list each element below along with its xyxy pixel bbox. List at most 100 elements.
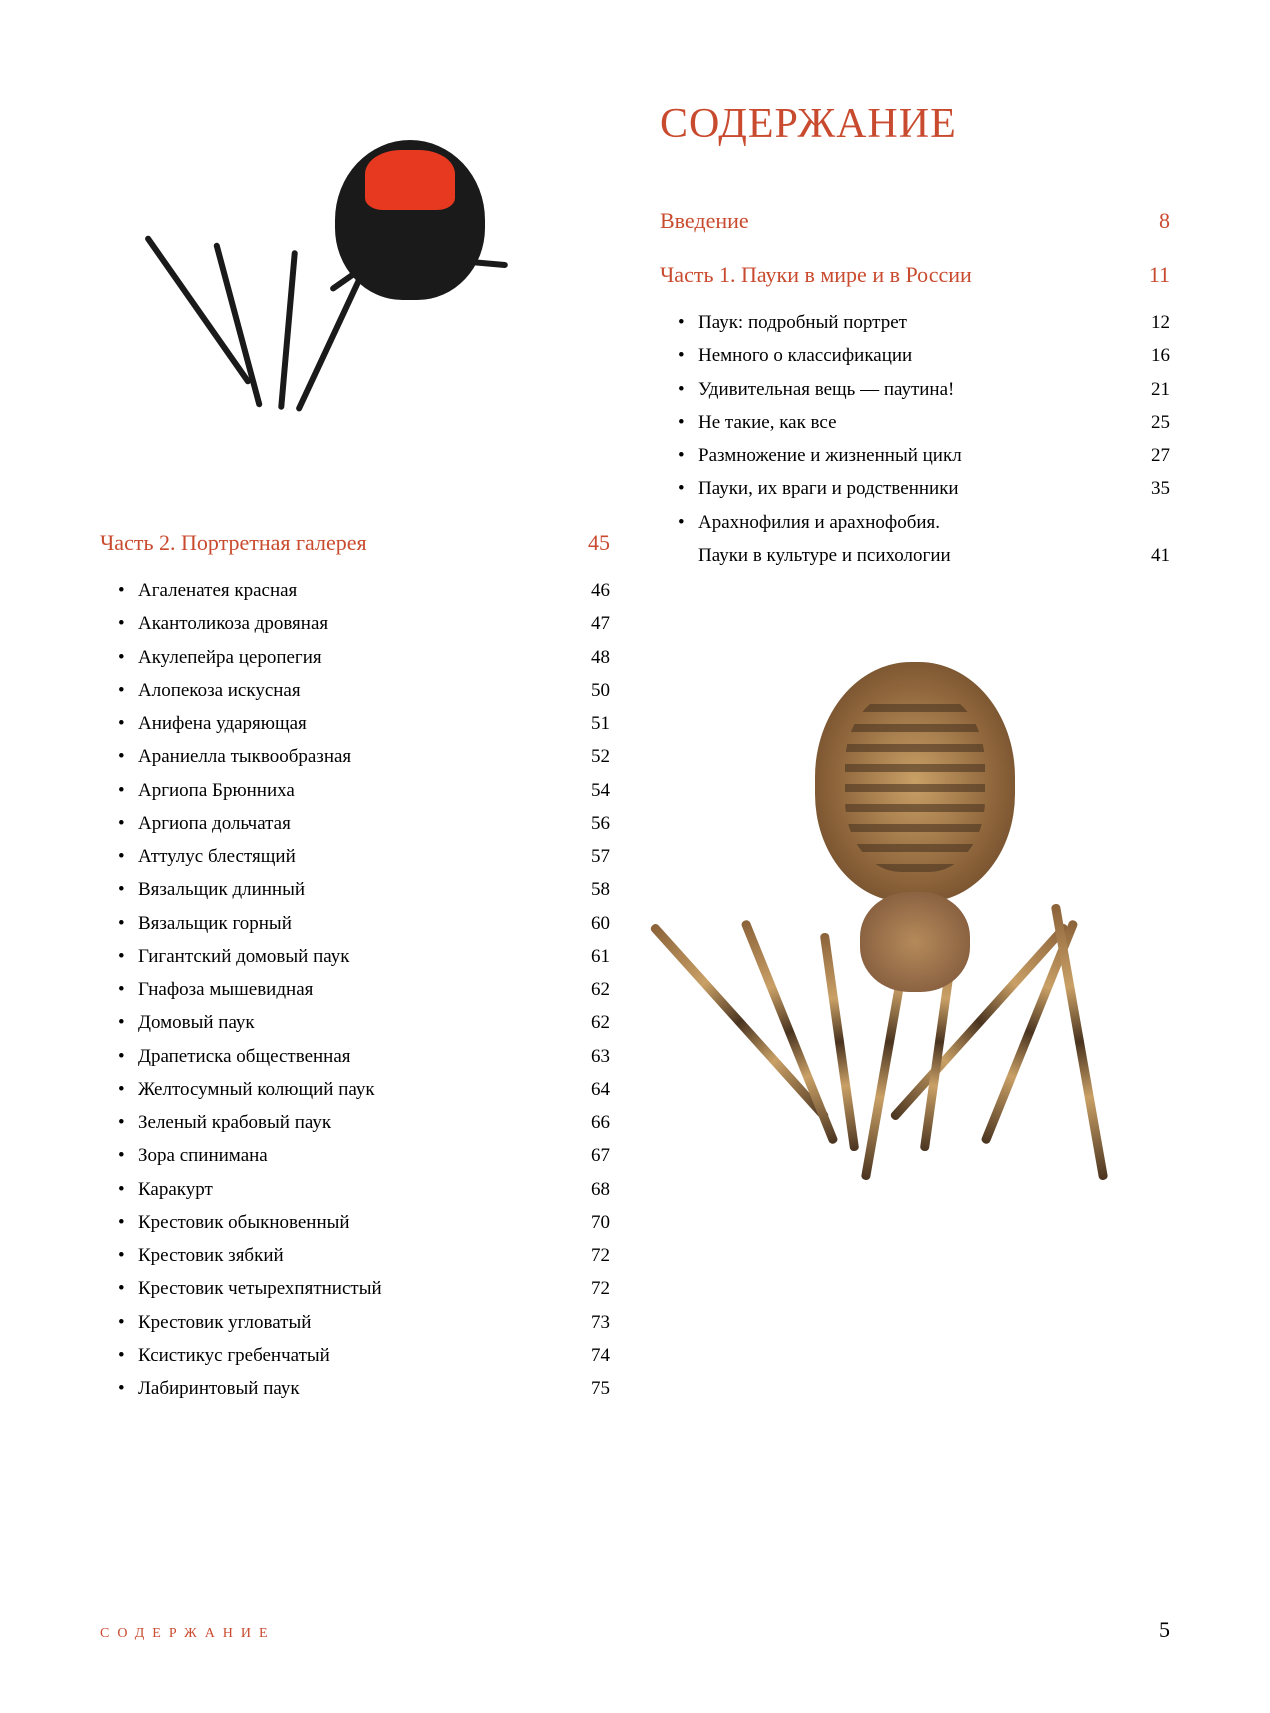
toc-item: Зеленый крабовый паук66 (118, 1106, 610, 1139)
toc-item-label: Домовый паук (138, 1006, 578, 1039)
toc-item: Пауки, их враги и родственники35 (678, 472, 1170, 505)
page-content: Часть 2. Портретная галерея 45 Агаленате… (100, 100, 1170, 1593)
toc-item-label: Каракурт (138, 1173, 578, 1206)
toc-item-page: 25 (1138, 406, 1170, 439)
toc-item-label: Зора спинимана (138, 1139, 578, 1172)
toc-item-label: Алопекоза искусная (138, 674, 578, 707)
toc-item-label: Араниелла тыквообразная (138, 740, 578, 773)
toc-item: Вязальщик длинный58 (118, 873, 610, 906)
toc-item: Араниелла тыквообразная52 (118, 740, 610, 773)
toc-item-label: Немного о классификации (698, 339, 1138, 372)
toc-item-label: Аргиопа Брюнниха (138, 774, 578, 807)
toc-item-label: Гнафоза мышевидная (138, 973, 578, 1006)
toc-item: Ксистикус гребенчатый74 (118, 1339, 610, 1372)
toc-item-page: 73 (578, 1306, 610, 1339)
toc-item-label: Желтосумный колющий паук (138, 1073, 578, 1106)
toc-item-page: 70 (578, 1206, 610, 1239)
toc-item-label: Драпетиска общественная (138, 1040, 578, 1073)
toc-item-page: 68 (578, 1173, 610, 1206)
toc-item-page: 16 (1138, 339, 1170, 372)
toc-item-page: 60 (578, 907, 610, 940)
toc-item: Арахнофилия и арахнофобия.Пауки в культу… (678, 506, 1170, 573)
part2-title: Часть 2. Портретная галерея (100, 530, 367, 556)
toc-item: Алопекоза искусная50 (118, 674, 610, 707)
toc-item-page: 21 (1138, 373, 1170, 406)
toc-item-label: Анифена ударяющая (138, 707, 578, 740)
toc-item: Паук: подробный портрет12 (678, 306, 1170, 339)
toc-item-label: Пауки в культуре и психологии (698, 539, 951, 572)
toc-item: Гигантский домовый паук61 (118, 940, 610, 973)
toc-item: Анифена ударяющая51 (118, 707, 610, 740)
toc-item: Акулепейра церопегия48 (118, 641, 610, 674)
toc-item: Зора спинимана67 (118, 1139, 610, 1172)
toc-item-label: Гигантский домовый паук (138, 940, 578, 973)
toc-item-page: 62 (578, 1006, 610, 1039)
toc-item-label: Крестовик обыкновенный (138, 1206, 578, 1239)
toc-item-label: Паук: подробный портрет (698, 306, 1138, 339)
spider-image-1 (100, 100, 610, 480)
toc-item: Размножение и жизненный цикл27 (678, 439, 1170, 472)
toc-item-label: Крестовик четырехпятнистый (138, 1272, 578, 1305)
toc-item-label: Крестовик зябкий (138, 1239, 578, 1272)
toc-item-label: Вязальщик длинный (138, 873, 578, 906)
toc-item: Акантоликоза дровяная47 (118, 607, 610, 640)
toc-item: Аттулус блестящий57 (118, 840, 610, 873)
toc-item-label: Аттулус блестящий (138, 840, 578, 873)
toc-item-label: Пауки, их враги и родственники (698, 472, 1138, 505)
toc-item-page: 46 (578, 574, 610, 607)
toc-item-label: Крестовик угловатый (138, 1306, 578, 1339)
toc-item-page: 57 (578, 840, 610, 873)
toc-item-label: Акулепейра церопегия (138, 641, 578, 674)
part2-page: 45 (588, 530, 610, 556)
toc-item-page: 47 (578, 607, 610, 640)
toc-item-page: 27 (1138, 439, 1170, 472)
toc-item: Крестовик угловатый73 (118, 1306, 610, 1339)
part1-page: 11 (1149, 262, 1170, 288)
toc-item: Гнафоза мышевидная62 (118, 973, 610, 1006)
toc-item-label: Зеленый крабовый паук (138, 1106, 578, 1139)
footer-label: СОДЕРЖАНИЕ (100, 1626, 276, 1642)
toc-item-page: 48 (578, 641, 610, 674)
toc-item-page: 67 (578, 1139, 610, 1172)
toc-item: Крестовик четырехпятнистый72 (118, 1272, 610, 1305)
toc-item-label: Аргиопа дольчатая (138, 807, 578, 840)
toc-item: Не такие, как все25 (678, 406, 1170, 439)
toc-item: Удивительная вещь — паутина!21 (678, 373, 1170, 406)
toc-item-label: Размножение и жизненный цикл (698, 439, 1138, 472)
toc-item: Аргиопа Брюнниха54 (118, 774, 610, 807)
toc-item-label: Вязальщик горный (138, 907, 578, 940)
part1-title: Часть 1. Пауки в мире и в России (660, 262, 972, 288)
toc-item-page: 64 (578, 1073, 610, 1106)
intro-header: Введение 8 (660, 208, 1170, 234)
toc-item-label: Не такие, как все (698, 406, 1138, 439)
toc-item: Вязальщик горный60 (118, 907, 610, 940)
right-column: СОДЕРЖАНИЕ Введение 8 Часть 1. Пауки в м… (660, 100, 1170, 1593)
toc-item: Драпетиска общественная63 (118, 1040, 610, 1073)
toc-item-page: 12 (1138, 306, 1170, 339)
toc-item-label: Акантоликоза дровяная (138, 607, 578, 640)
toc-item-page: 63 (578, 1040, 610, 1073)
toc-item-label: Арахнофилия и арахнофобия. (698, 506, 1170, 539)
toc-item-page: 51 (578, 707, 610, 740)
toc-item: Крестовик обыкновенный70 (118, 1206, 610, 1239)
toc-item-page: 50 (578, 674, 610, 707)
part1-list: Паук: подробный портрет12Немного о класс… (660, 306, 1170, 572)
toc-item-page: 61 (578, 940, 610, 973)
toc-item-page: 66 (578, 1106, 610, 1139)
toc-item-page: 35 (1138, 472, 1170, 505)
part1-header: Часть 1. Пауки в мире и в России 11 (660, 262, 1170, 288)
toc-item-label: Агаленатея красная (138, 574, 578, 607)
toc-item: Желтосумный колющий паук64 (118, 1073, 610, 1106)
toc-item-page: 74 (578, 1339, 610, 1372)
intro-title: Введение (660, 208, 749, 234)
toc-item-label: Удивительная вещь — паутина! (698, 373, 1138, 406)
spider-image-2 (660, 612, 1170, 1212)
toc-item-page: 62 (578, 973, 610, 1006)
intro-page: 8 (1159, 208, 1170, 234)
toc-item: Лабиринтовый паук75 (118, 1372, 610, 1405)
toc-item-label: Лабиринтовый паук (138, 1372, 578, 1405)
toc-item-page: 72 (578, 1272, 610, 1305)
toc-item: Каракурт68 (118, 1173, 610, 1206)
part2-header: Часть 2. Портретная галерея 45 (100, 530, 610, 556)
toc-item: Крестовик зябкий72 (118, 1239, 610, 1272)
